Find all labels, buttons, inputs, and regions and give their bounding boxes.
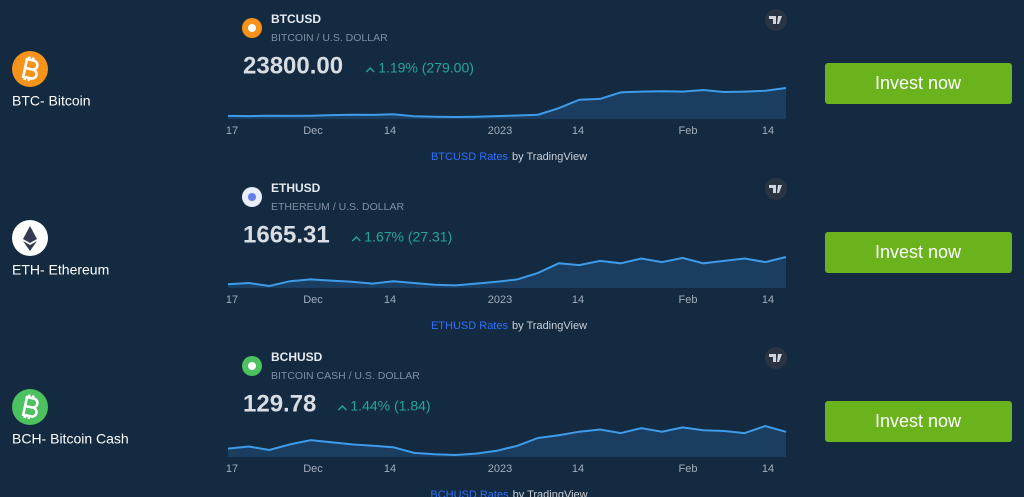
attribution-text: by TradingView: [512, 151, 587, 163]
price-area: [228, 257, 786, 288]
x-label: 2023: [488, 125, 512, 137]
change: 1.19% (279.00): [378, 60, 474, 76]
coin-row: BTC- Bitcoin BTCUSD BITCOIN / U.S. DOLLAR 2…: [12, 9, 1012, 163]
button-bg[interactable]: [825, 232, 1012, 273]
button-label[interactable]: Invest now: [875, 242, 962, 262]
price-area: [228, 88, 786, 119]
btc-glyph: [21, 394, 39, 420]
up-caret: [351, 236, 361, 242]
x-label: 2023: [488, 294, 512, 306]
symbol: BCHUSD: [271, 350, 323, 364]
x-label: 17: [226, 294, 238, 306]
price-line: [227, 256, 787, 288]
x-label: 14: [762, 294, 774, 306]
btc-glyph: [21, 56, 39, 82]
x-label: Feb: [679, 125, 698, 137]
x-label: 2023: [488, 463, 512, 475]
price-line: [227, 424, 787, 457]
symbol-icon-inner: [248, 193, 256, 201]
eth-glyph: [23, 241, 37, 251]
x-label: 17: [226, 125, 238, 137]
description: BITCOIN / U.S. DOLLAR: [271, 32, 388, 44]
attribution: BTCUSD Rates by TradingView: [431, 151, 587, 163]
x-label: 14: [762, 463, 774, 475]
x-label: 14: [384, 125, 396, 137]
symbol-icon-inner: [248, 362, 256, 370]
up-caret: [337, 405, 347, 411]
coin-icon: [12, 51, 48, 87]
rates-link[interactable]: BTCUSD Rates: [431, 151, 509, 163]
price: 129.78: [243, 390, 316, 417]
coin-icon: [12, 220, 48, 256]
button-label[interactable]: Invest now: [875, 73, 962, 93]
x-label: 14: [572, 125, 584, 137]
x-label: 14: [384, 294, 396, 306]
x-label: Feb: [679, 294, 698, 306]
coin-row: BCH- Bitcoin Cash BCHUSD BITCOIN CASH / U.…: [12, 347, 1012, 497]
invest-button[interactable]: Invest now: [825, 63, 1012, 104]
symbol-icon-inner: [248, 24, 256, 32]
button-label[interactable]: Invest now: [875, 411, 962, 431]
description: BITCOIN CASH / U.S. DOLLAR: [271, 370, 420, 382]
symbol: BTCUSD: [271, 12, 321, 26]
description: ETHEREUM / U.S. DOLLAR: [271, 201, 404, 213]
price: 1665.31: [243, 221, 330, 248]
invest-button[interactable]: Invest now: [825, 232, 1012, 273]
rates-link[interactable]: BCHUSD Rates: [430, 489, 509, 497]
change: 1.44% (1.84): [350, 398, 430, 414]
price: 23800.00: [243, 52, 343, 79]
x-label: Dec: [303, 294, 323, 306]
coin-label: BCH- Bitcoin Cash: [12, 431, 129, 447]
tv-logo-glyph: [769, 16, 782, 24]
x-label: Dec: [303, 463, 323, 475]
tv-logo-glyph: [769, 354, 782, 362]
x-label: 14: [572, 294, 584, 306]
x-label: Dec: [303, 125, 323, 137]
symbol: ETHUSD: [271, 181, 321, 195]
up-caret: [365, 67, 375, 73]
change: 1.67% (27.31): [364, 229, 452, 245]
attribution-text: by TradingView: [512, 320, 587, 332]
invest-button[interactable]: Invest now: [825, 401, 1012, 442]
coin-label: BTC- Bitcoin: [12, 93, 91, 109]
attribution: ETHUSD Rates by TradingView: [431, 320, 587, 332]
x-label: 14: [384, 463, 396, 475]
price-line: [227, 87, 787, 119]
x-label: 14: [762, 125, 774, 137]
attribution: BCHUSD Rates by TradingView: [430, 489, 587, 497]
eth-glyph: [23, 226, 37, 243]
price-area: [228, 426, 786, 457]
button-bg[interactable]: [825, 63, 1012, 104]
x-label: Feb: [679, 463, 698, 475]
x-label: 17: [226, 463, 238, 475]
coin-row: ETH- Ethereum ETHUSD ETHEREUM / U.S. DOLLA…: [12, 178, 1012, 332]
tv-logo-glyph: [769, 185, 782, 193]
coin-icon: [12, 389, 48, 425]
attribution-text: by TradingView: [513, 489, 588, 497]
x-label: 14: [572, 463, 584, 475]
coin-label: ETH- Ethereum: [12, 262, 109, 278]
button-bg[interactable]: [825, 401, 1012, 442]
rates-link[interactable]: ETHUSD Rates: [431, 320, 509, 332]
